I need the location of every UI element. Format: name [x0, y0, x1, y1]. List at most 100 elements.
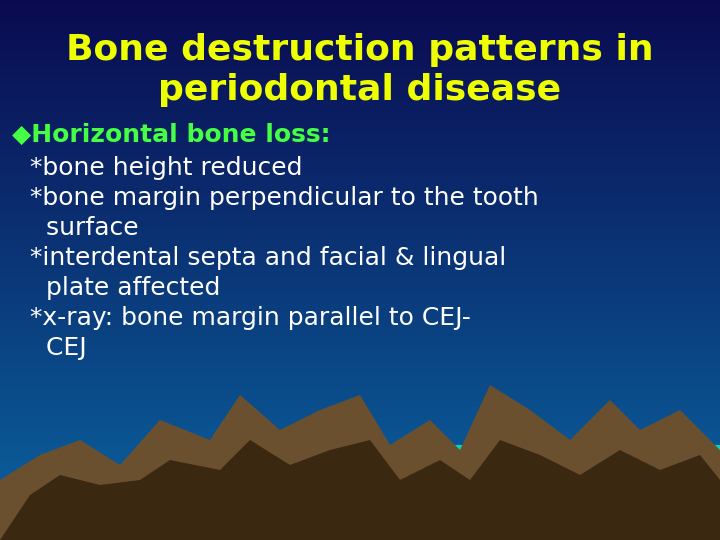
Bar: [0, 105, 720, 108]
Bar: [0, 220, 720, 223]
Bar: [0, 92, 720, 96]
Bar: [0, 199, 720, 201]
Bar: [0, 146, 720, 150]
Bar: [0, 379, 720, 382]
Bar: [0, 274, 720, 277]
Bar: [0, 89, 720, 92]
Bar: [0, 15, 720, 18]
Bar: [0, 19, 720, 22]
Bar: [0, 49, 720, 52]
Bar: [0, 68, 720, 70]
Bar: [0, 129, 720, 131]
Bar: [0, 433, 720, 436]
Bar: [0, 330, 720, 333]
Bar: [0, 242, 720, 245]
Bar: [0, 35, 720, 38]
Bar: [0, 508, 720, 511]
Bar: [0, 521, 720, 524]
Text: *x-ray: bone margin parallel to CEJ-: *x-ray: bone margin parallel to CEJ-: [30, 306, 471, 330]
Bar: [0, 84, 720, 86]
Bar: [0, 253, 720, 255]
Bar: [0, 211, 720, 214]
Bar: [0, 339, 720, 342]
Bar: [0, 170, 720, 173]
Bar: [0, 446, 720, 448]
Bar: [0, 44, 720, 47]
Bar: [0, 114, 720, 117]
Bar: [0, 449, 720, 452]
Bar: [0, 37, 720, 39]
Bar: [0, 6, 720, 9]
Bar: [0, 269, 720, 272]
Bar: [0, 204, 720, 207]
Bar: [0, 98, 720, 101]
Bar: [0, 276, 720, 279]
Bar: [0, 287, 720, 290]
Bar: [0, 82, 720, 85]
Bar: [0, 514, 720, 517]
Bar: [0, 335, 720, 339]
Bar: [0, 281, 720, 285]
Bar: [0, 447, 720, 450]
Bar: [0, 381, 720, 383]
Bar: [0, 28, 720, 31]
Bar: [0, 321, 720, 324]
Text: *bone height reduced: *bone height reduced: [30, 156, 302, 180]
Bar: [0, 460, 720, 463]
Bar: [0, 224, 720, 227]
Bar: [0, 478, 720, 481]
Bar: [0, 338, 720, 340]
Bar: [0, 48, 720, 50]
Bar: [0, 416, 720, 420]
Text: plate affected: plate affected: [30, 276, 220, 300]
Bar: [0, 415, 720, 417]
Bar: [0, 368, 720, 371]
Bar: [0, 150, 720, 153]
Bar: [0, 296, 720, 299]
Bar: [0, 413, 720, 416]
Bar: [0, 186, 720, 189]
Bar: [0, 118, 720, 120]
Bar: [0, 532, 720, 535]
Bar: [0, 145, 720, 147]
Text: *bone margin perpendicular to the tooth: *bone margin perpendicular to the tooth: [30, 186, 539, 210]
Bar: [0, 94, 720, 97]
Bar: [0, 107, 720, 110]
Bar: [0, 197, 720, 200]
Polygon shape: [0, 440, 720, 540]
Bar: [0, 472, 720, 475]
Bar: [0, 75, 720, 77]
Bar: [0, 42, 720, 45]
Bar: [0, 372, 720, 374]
Bar: [0, 388, 720, 390]
Bar: [0, 427, 720, 430]
Bar: [0, 384, 720, 387]
Bar: [0, 62, 720, 65]
Bar: [0, 409, 720, 412]
Bar: [0, 327, 720, 329]
Bar: [0, 285, 720, 288]
Bar: [0, 109, 720, 112]
Bar: [0, 476, 720, 479]
Bar: [0, 418, 720, 421]
Bar: [0, 345, 720, 347]
Bar: [0, 130, 720, 133]
Bar: [0, 60, 720, 63]
Bar: [0, 305, 720, 308]
Bar: [0, 103, 720, 106]
Bar: [0, 490, 720, 493]
Bar: [0, 375, 720, 378]
Bar: [0, 0, 720, 2]
Bar: [0, 481, 720, 484]
Text: Bone destruction patterns in: Bone destruction patterns in: [66, 33, 654, 67]
Bar: [0, 38, 720, 42]
Bar: [0, 271, 720, 274]
Bar: [0, 233, 720, 236]
Bar: [0, 148, 720, 151]
Bar: [0, 526, 720, 529]
Text: *interdental septa and facial & lingual: *interdental septa and facial & lingual: [30, 246, 506, 270]
Bar: [0, 267, 720, 270]
Bar: [0, 31, 720, 34]
Bar: [0, 273, 720, 275]
Bar: [0, 161, 720, 164]
